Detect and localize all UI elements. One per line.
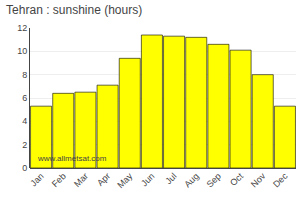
- svg-text:May: May: [115, 171, 134, 190]
- svg-text:2: 2: [22, 140, 27, 150]
- svg-text:Mar: Mar: [72, 171, 90, 189]
- svg-text:Tehran : sunshine (hours): Tehran : sunshine (hours): [6, 3, 142, 17]
- svg-text:Nov: Nov: [249, 171, 268, 190]
- svg-text:8: 8: [22, 70, 27, 80]
- svg-text:6: 6: [22, 93, 27, 103]
- svg-text:10: 10: [17, 46, 27, 56]
- svg-text:0: 0: [22, 163, 27, 173]
- svg-text:Jun: Jun: [139, 171, 156, 188]
- svg-text:4: 4: [22, 116, 27, 126]
- svg-text:Jan: Jan: [28, 171, 45, 188]
- svg-text:Sep: Sep: [205, 171, 223, 189]
- svg-text:Aug: Aug: [182, 171, 200, 189]
- svg-text:Oct: Oct: [228, 171, 245, 188]
- svg-text:Apr: Apr: [95, 171, 112, 188]
- svg-text:12: 12: [17, 23, 27, 33]
- svg-text:Dec: Dec: [271, 171, 290, 190]
- svg-text:Feb: Feb: [50, 171, 68, 189]
- svg-text:Jul: Jul: [163, 171, 178, 186]
- svg-text:www.allmetsat.com: www.allmetsat.com: [37, 154, 107, 163]
